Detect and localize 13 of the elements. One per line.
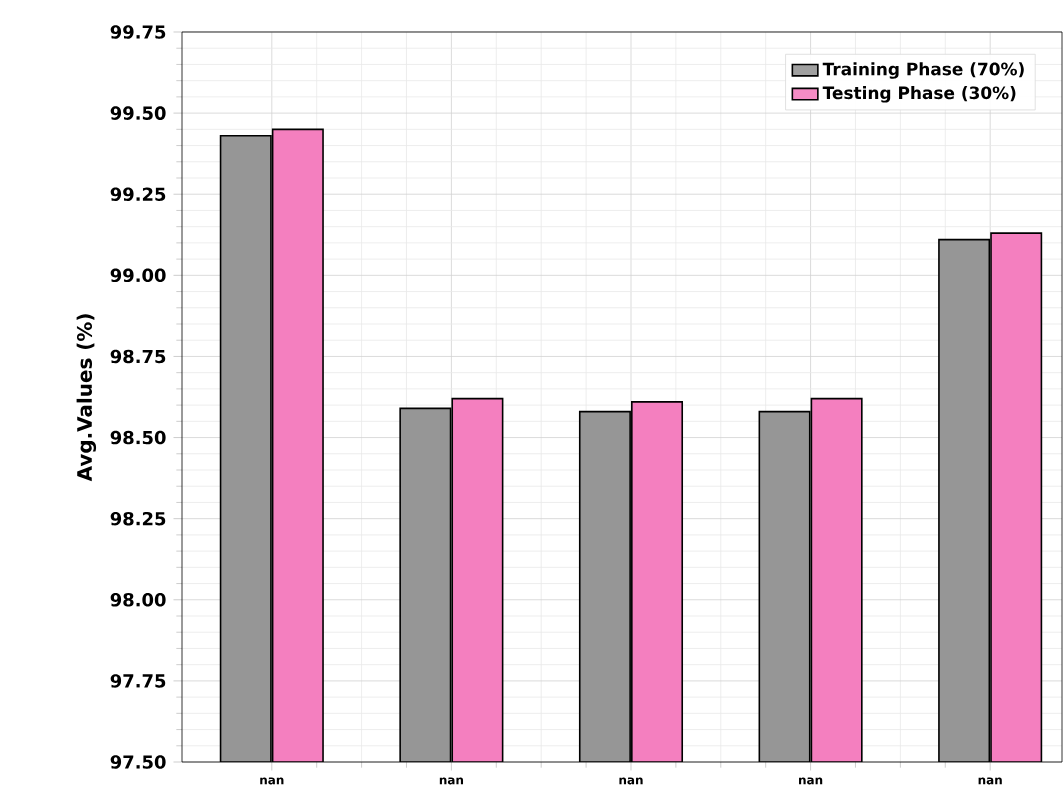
y-tick-label: 99.50 [110, 106, 166, 120]
y-tick-label: 99.00 [110, 268, 166, 283]
y-axis-title: Avg.Values (%) [76, 314, 97, 482]
legend-label: Training Phase (70%) [822, 62, 1024, 79]
y-tick-label: 98.00 [110, 592, 166, 607]
legend-label: Testing Phase (30%) [822, 86, 1016, 103]
y-tick-label: 98.25 [110, 511, 166, 526]
y-tick-label: 99.25 [110, 187, 166, 201]
y-tick-label: 97.75 [110, 674, 166, 688]
y-tick-label: 98.75 [110, 349, 166, 364]
y-tick-label: 99.75 [110, 25, 166, 39]
y-tick-label: 98.50 [110, 430, 166, 445]
y-tick-label: 97.50 [110, 755, 166, 769]
